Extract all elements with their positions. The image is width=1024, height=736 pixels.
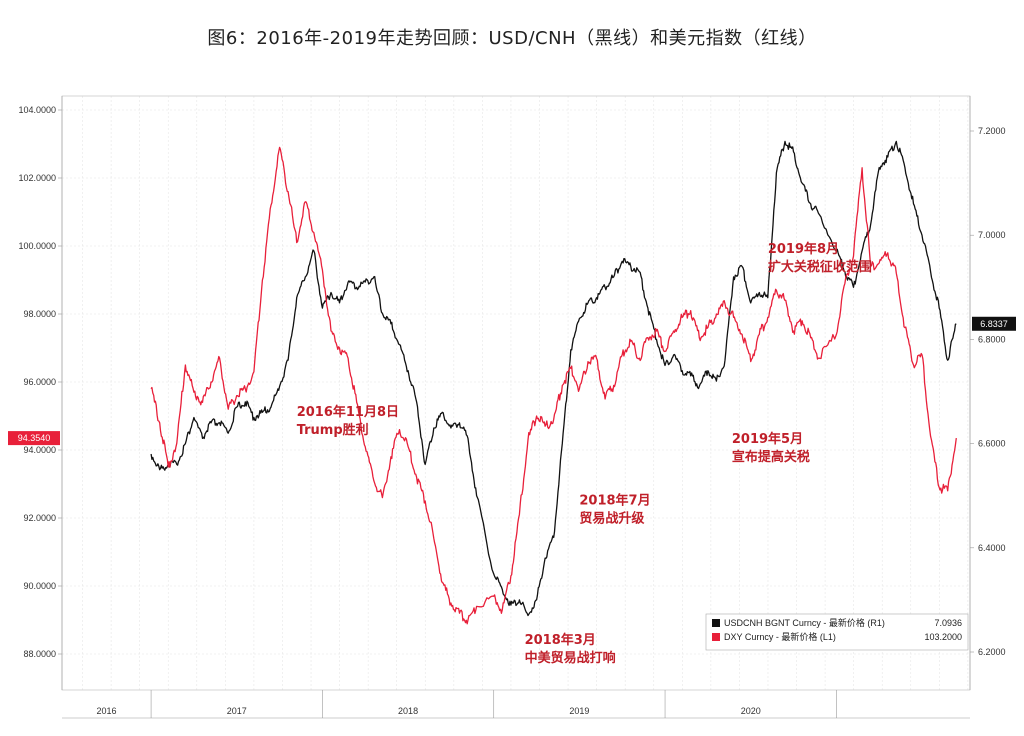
plot-frame [61,95,971,691]
annotation-text: 2019年8月 [768,241,839,257]
x-tick-label: 2019 [569,706,589,716]
right-axis-ticks: 7.2000 7.0000 6.8000 6.6000 6.4000 6.2000 [969,96,1006,690]
left-tick-label: 104.0000 [18,105,56,115]
left-axis-ticks: 104.0000 102.0000 100.0000 98.0000 96.0000 94… [18,96,63,690]
legend-series-value: 103.2000 [924,632,962,642]
right-tick-label: 6.8000 [978,334,1006,344]
annotation-text: 2018年3月 [525,632,596,648]
left-tick-label: 98.0000 [23,309,56,319]
right-tick-label: 6.4000 [978,543,1006,553]
annotation-text: 贸易战升级 [579,510,645,526]
x-tick-label: 2020 [741,706,761,716]
grid-lines [62,96,970,690]
left-tick-label: 92.0000 [23,513,56,523]
x-tick-label: 2017 [227,706,247,716]
annotation-text: 2019年5月 [732,431,803,447]
x-tick-label: 2016 [97,706,117,716]
right-tick-label: 7.2000 [978,126,1006,136]
dxy-series-line [150,146,957,625]
dxy-last-value-label: 94.3540 [18,433,51,443]
left-tick-label: 100.0000 [18,241,56,251]
right-tick-label: 6.2000 [978,647,1006,657]
right-tick-label: 6.6000 [978,439,1006,449]
x-axis-bands: 2016 2017 2018 2019 2020 [62,690,970,719]
right-tick-label: 7.0000 [978,230,1006,240]
legend-series-value: 7.0936 [934,618,962,628]
page-title: 图6：2016年-2019年走势回顾：USD/CNH（黑线）和美元指数（红线） [207,28,817,49]
left-tick-label: 102.0000 [18,173,56,183]
legend-series-name: DXY Curncy - 最新价格 (L1) [724,631,836,642]
last-value-labels: 94.3540 6.8337 [8,316,1016,446]
annotation-text: 宣布提高关税 [732,449,810,465]
annotation-text: 扩大关税征收范围 [768,259,872,275]
legend-swatch [712,633,720,641]
series-lines [150,140,957,625]
legend: USDCNH BGNT Curncy - 最新价格 (R1) 7.0936 DXY … [705,613,969,651]
dxy-last-value-tag [8,431,60,446]
left-tick-label: 94.0000 [23,445,56,455]
usdcnh-last-value-label: 6.8337 [980,319,1008,329]
annotation-text: Trump胜利 [297,422,369,438]
legend-box [705,613,969,651]
x-tick-label: 2018 [398,706,418,716]
annotation-text: 2018年7月 [579,492,650,508]
annotation: 2016年11月8日 Trump胜利 [297,404,399,438]
left-tick-label: 88.0000 [23,649,56,659]
annotation-text: 中美贸易战打响 [525,650,616,666]
legend-series-name: USDCNH BGNT Curncy - 最新价格 (R1) [724,617,885,628]
usdcnh-last-value-tag [972,316,1016,331]
left-tick-label: 90.0000 [23,581,56,591]
usdcnh-series-line [150,140,957,617]
left-tick-label: 96.0000 [23,377,56,387]
legend-swatch [712,619,720,627]
annotation-text: 2016年11月8日 [297,404,399,420]
